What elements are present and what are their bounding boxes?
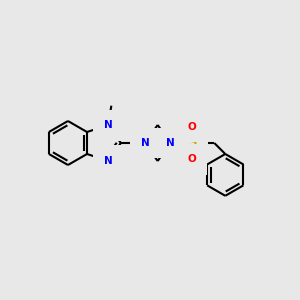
Text: N: N [141,138,149,148]
Text: O: O [188,122,197,131]
Text: N: N [166,138,175,148]
Text: N: N [103,120,112,130]
Text: N: N [103,156,112,166]
Text: O: O [188,154,197,164]
Text: S: S [188,136,196,149]
